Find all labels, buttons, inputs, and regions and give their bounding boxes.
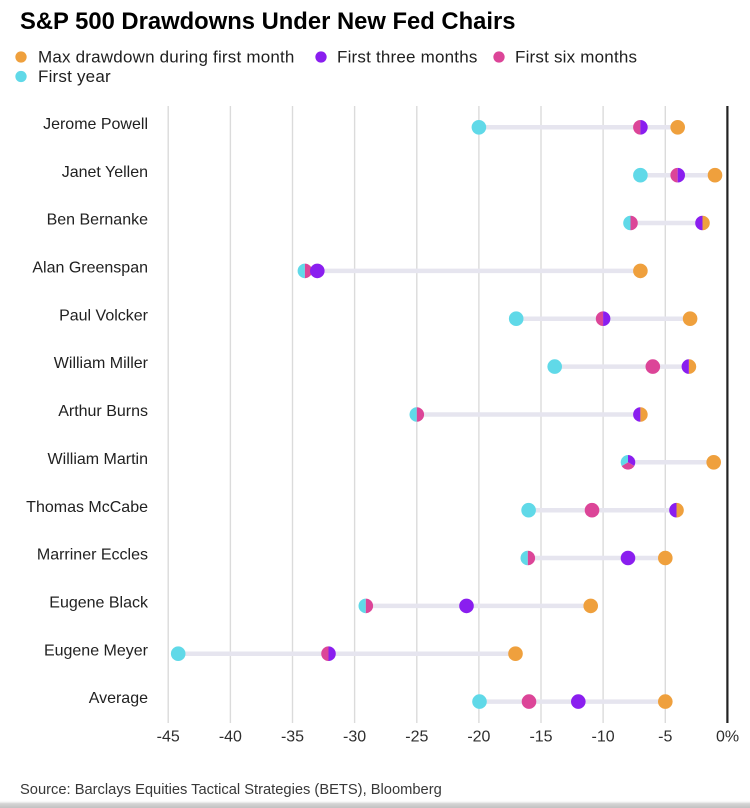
- svg-text:Arthur Burns: Arthur Burns: [58, 403, 148, 420]
- svg-text:William Martin: William Martin: [48, 451, 148, 468]
- svg-text:S&P 500 Drawdowns Under New Fe: S&P 500 Drawdowns Under New Fed Chairs: [20, 8, 515, 35]
- svg-text:-25: -25: [405, 729, 428, 746]
- svg-text:Janet Yellen: Janet Yellen: [62, 164, 148, 181]
- svg-text:William Miller: William Miller: [54, 355, 149, 372]
- svg-text:-5: -5: [658, 729, 672, 746]
- svg-text:Marriner Eccles: Marriner Eccles: [37, 547, 148, 564]
- svg-text:Jerome Powell: Jerome Powell: [43, 116, 148, 133]
- svg-text:-35: -35: [281, 729, 304, 746]
- svg-text:-15: -15: [529, 729, 552, 746]
- svg-text:-10: -10: [592, 729, 615, 746]
- svg-text:Alan Greenspan: Alan Greenspan: [32, 260, 148, 277]
- svg-text:Ben Bernanke: Ben Bernanke: [47, 212, 149, 229]
- svg-text:-20: -20: [467, 729, 490, 746]
- svg-text:Thomas McCabe: Thomas McCabe: [26, 499, 148, 516]
- svg-text:Eugene Meyer: Eugene Meyer: [44, 642, 149, 659]
- svg-text:Paul Volcker: Paul Volcker: [59, 307, 149, 324]
- svg-text:-30: -30: [343, 729, 366, 746]
- svg-text:Max drawdown during first mont: Max drawdown during first month: [38, 47, 295, 66]
- svg-text:-40: -40: [219, 729, 242, 746]
- svg-text:Eugene Black: Eugene Black: [49, 595, 149, 612]
- svg-text:Source: Barclays Equities Tact: Source: Barclays Equities Tactical Strat…: [20, 782, 442, 798]
- svg-text:-45: -45: [157, 729, 180, 746]
- svg-text:Average: Average: [89, 690, 148, 707]
- svg-text:First year: First year: [38, 67, 111, 86]
- svg-text:First three months: First three months: [337, 47, 478, 66]
- svg-text:0%: 0%: [716, 729, 739, 746]
- svg-text:First six months: First six months: [515, 47, 637, 66]
